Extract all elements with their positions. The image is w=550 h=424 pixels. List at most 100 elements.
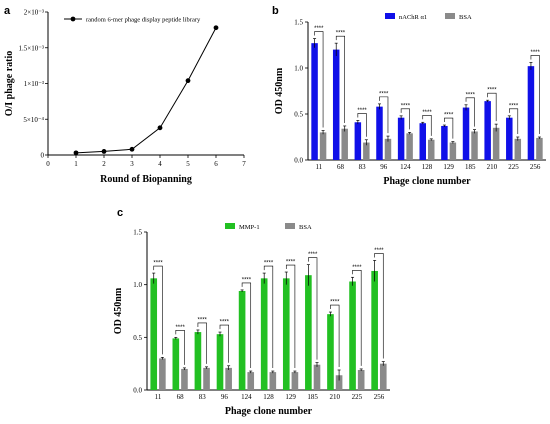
significance-label: **** xyxy=(466,92,476,98)
significance-label: **** xyxy=(336,31,346,37)
bar xyxy=(313,364,321,390)
series-line xyxy=(75,27,217,154)
data-point xyxy=(101,149,107,154)
bar xyxy=(238,290,246,390)
significance-label: **** xyxy=(308,252,318,258)
significance-label: **** xyxy=(509,103,519,109)
x-tick-label: 210 xyxy=(487,163,498,171)
bar xyxy=(376,106,383,160)
bar xyxy=(150,278,158,390)
significance-label: **** xyxy=(357,108,367,114)
bar xyxy=(449,142,457,160)
significance-label: **** xyxy=(264,261,274,267)
legend-marker xyxy=(70,16,76,22)
x-tick-label: 129 xyxy=(443,163,454,171)
bar xyxy=(282,278,290,390)
data-point xyxy=(213,25,219,31)
bar xyxy=(384,138,392,160)
y-axis-title: OD 450nm xyxy=(274,67,285,114)
chart-b: 0.0 0.5 1.0 1.5 Phage clone number OD 450nm 11… xyxy=(274,13,546,187)
x-tick-label: 68 xyxy=(177,393,185,401)
legend-swatch xyxy=(225,223,235,229)
bar xyxy=(335,375,343,390)
y-tick-label: 0.5 xyxy=(294,111,303,119)
x-tick-label: 83 xyxy=(199,393,207,401)
significance-bracket xyxy=(352,269,362,366)
bar xyxy=(159,358,166,390)
x-tick-label: 256 xyxy=(374,393,385,401)
bar xyxy=(462,107,470,160)
x-tick-label: 11 xyxy=(155,393,162,401)
x-tick-label: 128 xyxy=(422,163,433,171)
y-tick-label: 1.0 xyxy=(133,281,142,289)
significance-bracket xyxy=(465,97,475,127)
x-tick-label: 185 xyxy=(465,163,476,171)
significance-label: **** xyxy=(444,113,454,119)
significance-label: **** xyxy=(422,110,432,116)
bar xyxy=(371,270,378,390)
x-axis-title: Phage clone number xyxy=(383,176,471,187)
significance-label: **** xyxy=(374,248,384,254)
significance-bracket xyxy=(335,35,346,123)
bar xyxy=(506,117,513,160)
x-tick-label: 2 xyxy=(102,160,106,168)
legend-label: random 6-mer phage display peptide libra… xyxy=(86,17,201,24)
y-tick-label: 0.0 xyxy=(133,387,142,395)
bar xyxy=(311,43,318,160)
x-tick-label: 128 xyxy=(263,393,274,401)
y-tick-label: 1.5 xyxy=(133,229,142,237)
significance-bracket xyxy=(379,96,389,134)
bar xyxy=(332,49,340,160)
significance-bracket xyxy=(357,113,367,137)
x-tick-label: 4 xyxy=(158,160,162,168)
legend-label: nAChR α1 xyxy=(399,14,427,21)
bar xyxy=(484,101,491,160)
significance-label: **** xyxy=(314,26,324,32)
significance-bracket xyxy=(444,117,454,139)
significance-label: **** xyxy=(352,265,362,271)
chart-c: 0.0 0.5 1.0 1.5 Phage clone number OD 450nm 11… xyxy=(113,223,390,417)
data-point xyxy=(185,78,191,84)
y-tick-label: 1.5×10⁻³ xyxy=(19,44,45,52)
x-tick-label: 0 xyxy=(46,160,50,168)
bar xyxy=(194,332,202,390)
legend-label: MMP-1 xyxy=(239,224,260,231)
bar xyxy=(406,133,413,160)
significance-label: **** xyxy=(531,50,541,56)
significance-label: **** xyxy=(153,261,163,267)
x-tick-label: 129 xyxy=(285,393,296,401)
bar xyxy=(492,127,500,160)
x-tick-label: 5 xyxy=(186,160,190,168)
significance-label: **** xyxy=(401,103,411,109)
bar xyxy=(527,66,535,160)
bar xyxy=(247,372,255,390)
chart-a: 0 1 2 3 4 5 6 7 0 5×10⁻⁴ 1×10⁻³ 1.5×10⁻³ 2×10⁻³ Round… xyxy=(4,9,246,186)
bar xyxy=(327,314,334,390)
x-tick-label: 83 xyxy=(359,163,367,171)
significance-bracket xyxy=(422,114,432,136)
data-point xyxy=(157,125,163,131)
significance-bracket xyxy=(308,257,318,360)
significance-bracket xyxy=(285,264,296,369)
y-tick-label: 2×10⁻³ xyxy=(24,9,44,17)
x-tick-label: 11 xyxy=(315,163,322,171)
y-tick-label: 1×10⁻³ xyxy=(24,80,44,88)
y-tick-label: 0 xyxy=(41,152,45,160)
significance-bracket xyxy=(241,282,252,369)
significance-label: **** xyxy=(487,88,497,94)
x-tick-label: 225 xyxy=(508,163,519,171)
panel-label-b: b xyxy=(272,5,279,17)
bar xyxy=(349,281,356,390)
bar xyxy=(291,372,299,390)
bar xyxy=(471,131,478,160)
panel-label-a: a xyxy=(4,5,11,17)
y-tick-label: 5×10⁻⁴ xyxy=(23,116,44,124)
legend-label: BSA xyxy=(299,224,312,231)
legend-swatch xyxy=(445,13,455,19)
y-tick-label: 1.0 xyxy=(294,65,303,73)
significance-bracket xyxy=(487,92,497,122)
significance-bracket xyxy=(330,304,340,367)
bar xyxy=(260,278,268,390)
legend-swatch xyxy=(285,223,295,229)
significance-label: **** xyxy=(379,91,389,97)
